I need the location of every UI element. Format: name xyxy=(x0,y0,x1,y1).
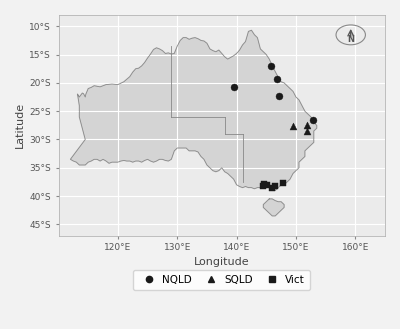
Point xyxy=(269,186,276,191)
Point xyxy=(260,183,266,189)
Point xyxy=(264,182,270,188)
Point xyxy=(280,180,286,185)
Y-axis label: Latitude: Latitude xyxy=(15,102,25,148)
Point xyxy=(230,84,237,89)
Point xyxy=(274,76,280,82)
X-axis label: Longitude: Longitude xyxy=(194,257,250,266)
Point xyxy=(276,93,282,99)
Point xyxy=(261,182,267,187)
Polygon shape xyxy=(263,199,284,216)
Point xyxy=(272,183,278,189)
Legend: NQLD, SQLD, Vict: NQLD, SQLD, Vict xyxy=(133,269,310,290)
Point xyxy=(310,117,316,122)
Polygon shape xyxy=(70,30,317,190)
Point xyxy=(268,63,274,68)
Point xyxy=(304,128,310,134)
Point xyxy=(304,123,310,128)
Point xyxy=(290,124,296,129)
Text: N: N xyxy=(347,35,354,44)
